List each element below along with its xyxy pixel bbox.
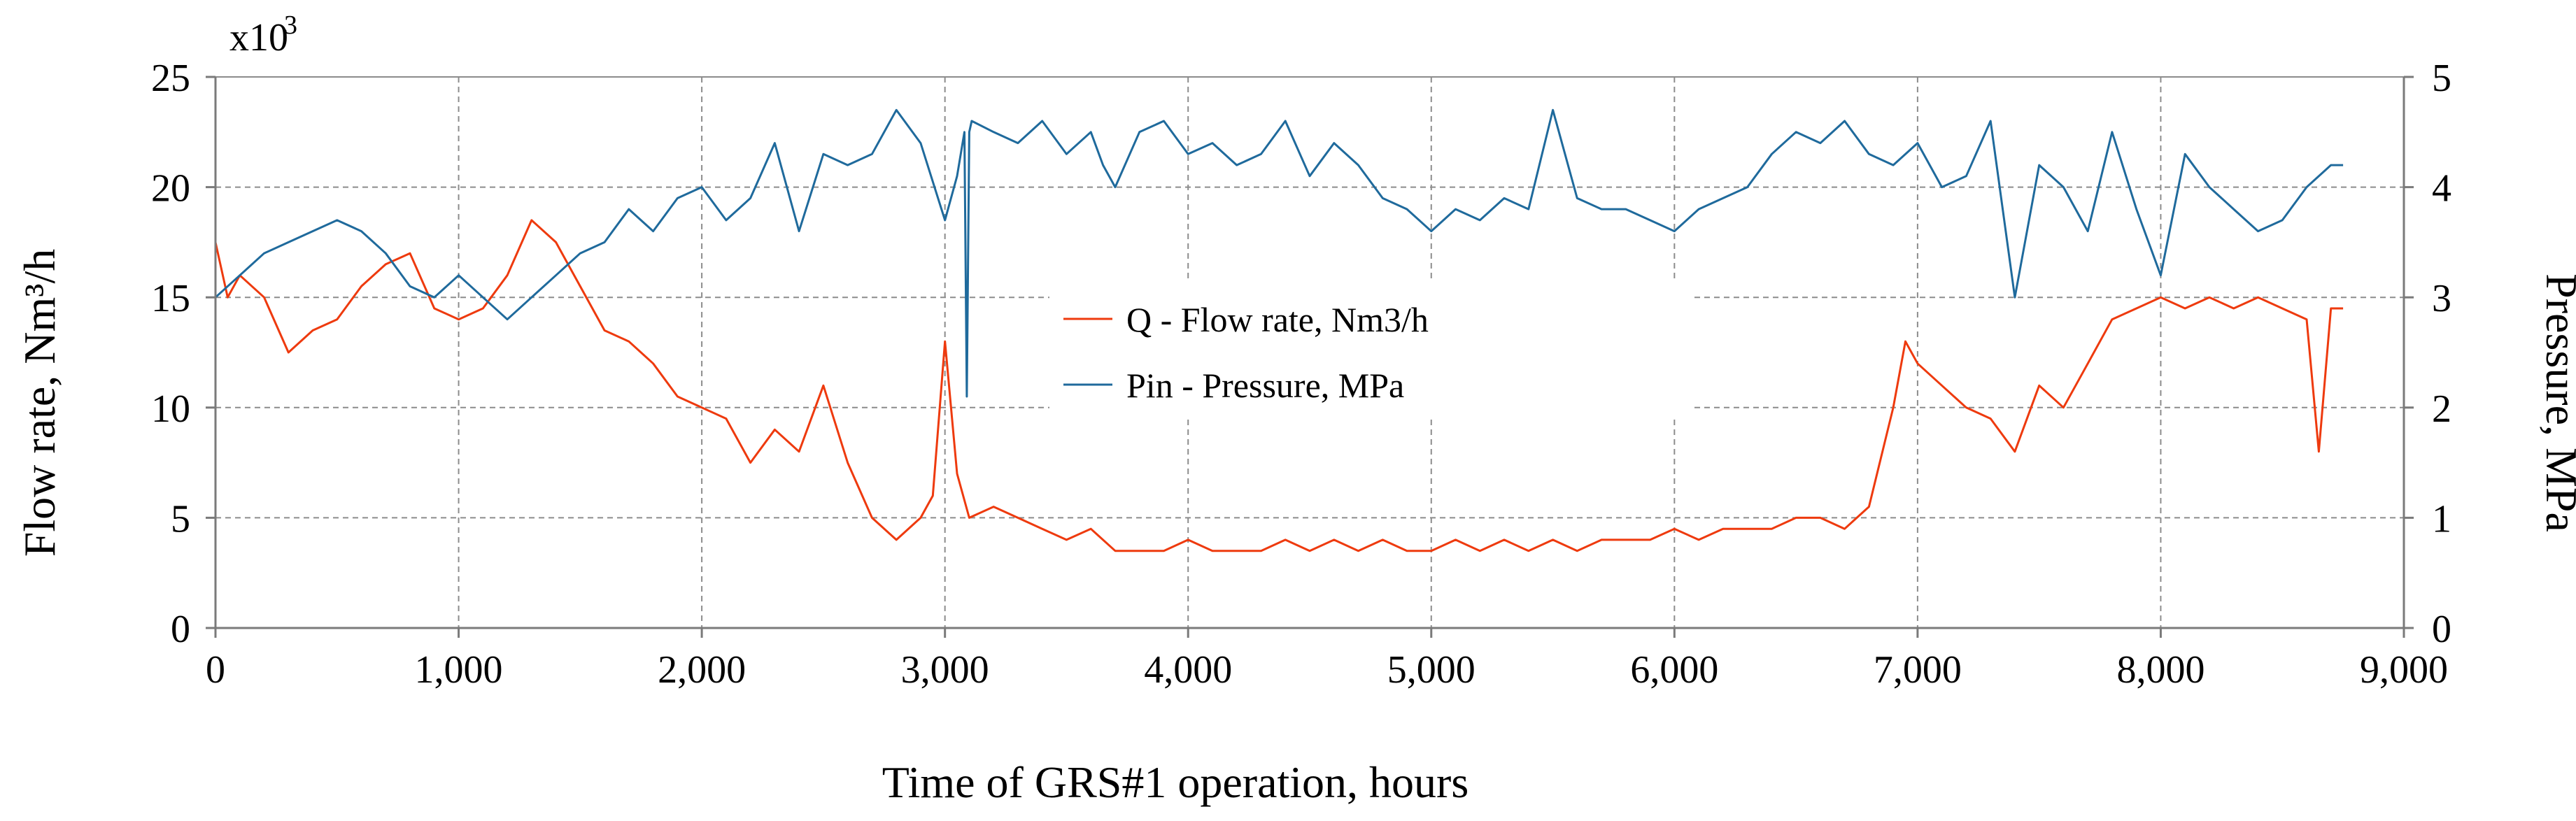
y-right-tick-label: 0 [2432,608,2451,651]
y-left-tick-label: 10 [151,387,190,431]
multiplier-exponent: 3 [284,10,297,40]
axes [206,76,2414,638]
y-left-tick-label: 15 [151,277,190,320]
legend-label-flow: Q - Flow rate, Nm3/h [1126,300,1429,339]
legend-background [1049,280,1693,420]
series-layer [214,108,2344,552]
x-tick-label: 1,000 [415,648,503,692]
y-left-tick-label: 25 [151,57,190,100]
multiplier-base: x10 [229,16,288,59]
y-axis-left-label: Flow rate, Nm³/h [15,249,64,557]
y-right-tick-label: 2 [2432,387,2451,431]
y-axis-right-label: Pressure, MPa [2537,273,2576,532]
y-right-tick-label: 3 [2432,277,2451,320]
x-tick-label: 4,000 [1144,648,1232,692]
legend-label-pressure: Pin - Pressure, MPa [1126,366,1404,405]
legend: Q - Flow rate, Nm3/h Pin - Pressure, MPa [1049,280,1693,420]
pressure-series-line [214,108,2344,398]
y-right-tick-label: 4 [2432,167,2451,210]
y-left-tick-label: 0 [171,608,190,651]
y-left-tick-label: 5 [171,497,190,541]
y-left-tick-label: 20 [151,167,190,210]
x-tick-label: 5,000 [1387,648,1475,692]
x-tick-label: 9,000 [2360,648,2448,692]
x-tick-label: 3,000 [901,648,989,692]
left-axis-multiplier: x10 3 [229,10,297,59]
x-tick-label: 0 [206,648,225,692]
x-tick-label: 6,000 [1630,648,1718,692]
x-tick-label: 8,000 [2116,648,2205,692]
y-right-tick-label: 1 [2432,497,2451,541]
x-tick-label: 7,000 [1874,648,1962,692]
y-right-tick-label: 5 [2432,57,2451,100]
tick-labels: 0 1,000 2,000 3,000 4,000 5,000 6,000 7,000 8,00… [151,57,2451,692]
x-axis-label: Time of GRS#1 operation, hours [882,757,1469,807]
x-tick-label: 2,000 [658,648,746,692]
